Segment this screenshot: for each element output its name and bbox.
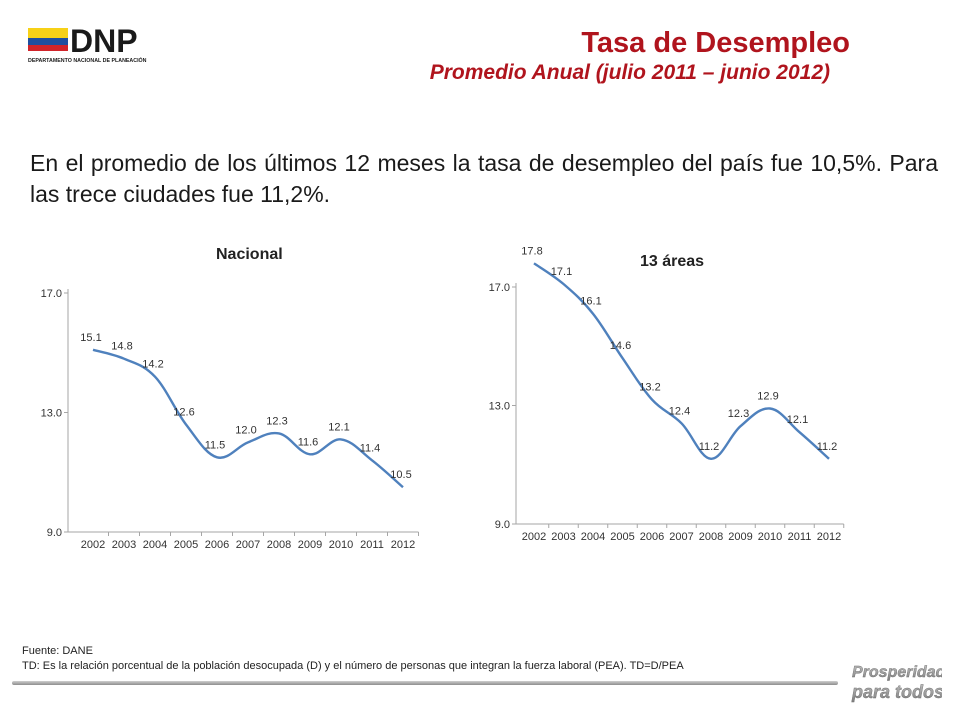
data-label: 12.0: [235, 424, 256, 436]
x-tick-label: 2004: [581, 531, 605, 543]
x-tick-label: 2003: [112, 539, 136, 551]
data-label: 14.2: [142, 359, 163, 371]
series-line: [92, 348, 404, 489]
prosperidad-logo: Prosperidad para todos: [851, 664, 942, 702]
x-tick-label: 2010: [329, 539, 353, 551]
x-tick-label: 2007: [669, 531, 693, 543]
chart-title-nacional: Nacional: [216, 246, 283, 263]
y-tick-label: 17.0: [489, 282, 510, 294]
data-label: 12.3: [266, 415, 287, 427]
x-tick-label: 2012: [817, 531, 841, 543]
data-label: 10.5: [390, 469, 411, 481]
logo-subtext: DEPARTAMENTO NACIONAL DE PLANEACIÓN: [28, 56, 147, 64]
data-label: 17.8: [521, 245, 542, 257]
x-tick-label: 2008: [699, 531, 723, 543]
brand-line1: Prosperidad: [852, 664, 942, 681]
x-tick-label: 2009: [728, 531, 752, 543]
data-label: 17.1: [551, 266, 572, 278]
intro-text: En el promedio de los últimos 12 meses l…: [30, 150, 938, 207]
dnp-logo: DNP DEPARTAMENTO NACIONAL DE PLANEACIÓN: [28, 23, 147, 64]
x-tick-label: 2009: [298, 539, 322, 551]
x-tick-label: 2004: [143, 539, 167, 551]
logo-text: DNP: [70, 23, 138, 59]
data-label: 11.2: [817, 441, 838, 453]
flag-blue-stripe: [28, 38, 68, 45]
footer-source: Fuente: DANE: [22, 645, 93, 657]
data-label: 15.1: [80, 332, 101, 344]
x-tick-label: 2006: [205, 539, 229, 551]
footer-note: TD: Es la relación porcentual de la pobl…: [22, 660, 684, 672]
chart-13-areas: 9.0 13.0 17.0 2002 2003 2004 2005 2006 2007 2008 2…: [489, 245, 845, 543]
data-label: 16.1: [580, 296, 601, 308]
data-label: 12.3: [728, 408, 749, 420]
x-tick-label: 2011: [360, 539, 384, 551]
data-label: 12.6: [173, 406, 194, 418]
data-label: 11.6: [298, 436, 319, 448]
flag-yellow-stripe: [28, 28, 68, 38]
data-label: 13.2: [639, 382, 660, 394]
page-title: Tasa de Desempleo: [581, 27, 850, 59]
footer-divider: [12, 681, 838, 685]
x-tick-label: 2008: [267, 539, 291, 551]
x-tick-label: 2005: [174, 539, 198, 551]
data-label: 11.5: [205, 439, 226, 451]
data-label: 12.4: [669, 405, 690, 417]
data-label: 11.4: [360, 442, 381, 454]
series-line: [533, 262, 830, 460]
data-label: 12.1: [787, 414, 808, 426]
x-tick-label: 2010: [758, 531, 782, 543]
page-subtitle: Promedio Anual (julio 2011 – junio 2012): [429, 61, 830, 84]
data-label: 14.6: [610, 340, 631, 352]
data-label: 11.2: [699, 441, 720, 453]
x-tick-label: 2012: [391, 539, 415, 551]
data-label: 12.1: [328, 421, 349, 433]
x-tick-label: 2002: [522, 531, 546, 543]
chart-title-13-areas: 13 áreas: [640, 253, 705, 270]
brand-line2: para todos: [851, 682, 942, 702]
flag-red-stripe: [28, 45, 68, 51]
x-tick-label: 2003: [551, 531, 575, 543]
y-tick-label: 13.0: [489, 401, 510, 413]
x-tick-label: 2006: [640, 531, 664, 543]
data-label: 14.8: [111, 341, 132, 353]
data-label: 12.9: [757, 390, 778, 402]
y-tick-label: 9.0: [47, 527, 62, 539]
title-block: Tasa de Desempleo Promedio Anual (julio …: [400, 26, 940, 86]
x-tick-label: 2007: [236, 539, 260, 551]
footer: Fuente: DANE TD: Es la relación porcentu…: [22, 644, 822, 674]
x-tick-label: 2002: [81, 539, 105, 551]
x-tick-label: 2011: [788, 531, 812, 543]
y-tick-label: 17.0: [41, 288, 62, 300]
chart-nacional: 9.0 13.0 17.0 2002 2003 2004 2005 2006 2007 2008 2…: [41, 288, 419, 551]
y-tick-label: 9.0: [495, 519, 510, 531]
x-tick-label: 2005: [610, 531, 634, 543]
y-tick-label: 13.0: [41, 408, 62, 420]
